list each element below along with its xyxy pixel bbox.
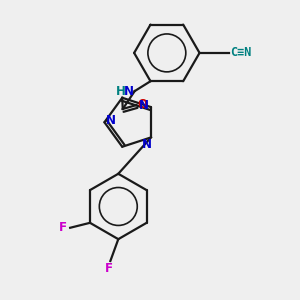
Text: F: F [104,262,112,275]
Text: O: O [138,98,148,112]
Text: C≡N: C≡N [230,46,252,59]
Text: F: F [59,221,67,234]
Text: N: N [142,138,152,151]
Text: N: N [139,99,149,112]
Text: N: N [106,114,116,127]
Text: N: N [124,85,134,98]
Text: H: H [116,85,126,98]
